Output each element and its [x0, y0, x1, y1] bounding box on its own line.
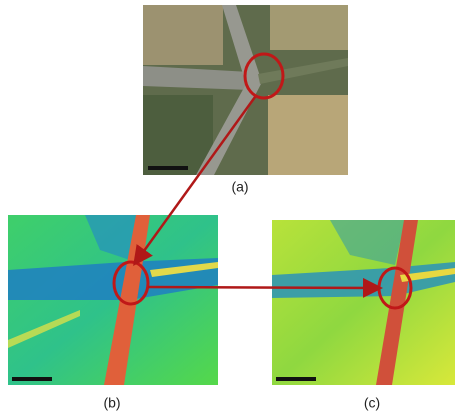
panel-label: (b) — [103, 395, 120, 411]
panel-label: (a) — [231, 179, 248, 195]
panel-label: (c) — [364, 395, 380, 411]
height-map-b — [8, 215, 218, 385]
height-map-c — [272, 220, 455, 385]
arrow — [148, 287, 378, 288]
aerial-image — [143, 5, 348, 175]
figure: (a) (b) (c) — [0, 0, 467, 414]
page: (a) (b) (c) (() => { const data = JSON.p… — [0, 0, 467, 414]
